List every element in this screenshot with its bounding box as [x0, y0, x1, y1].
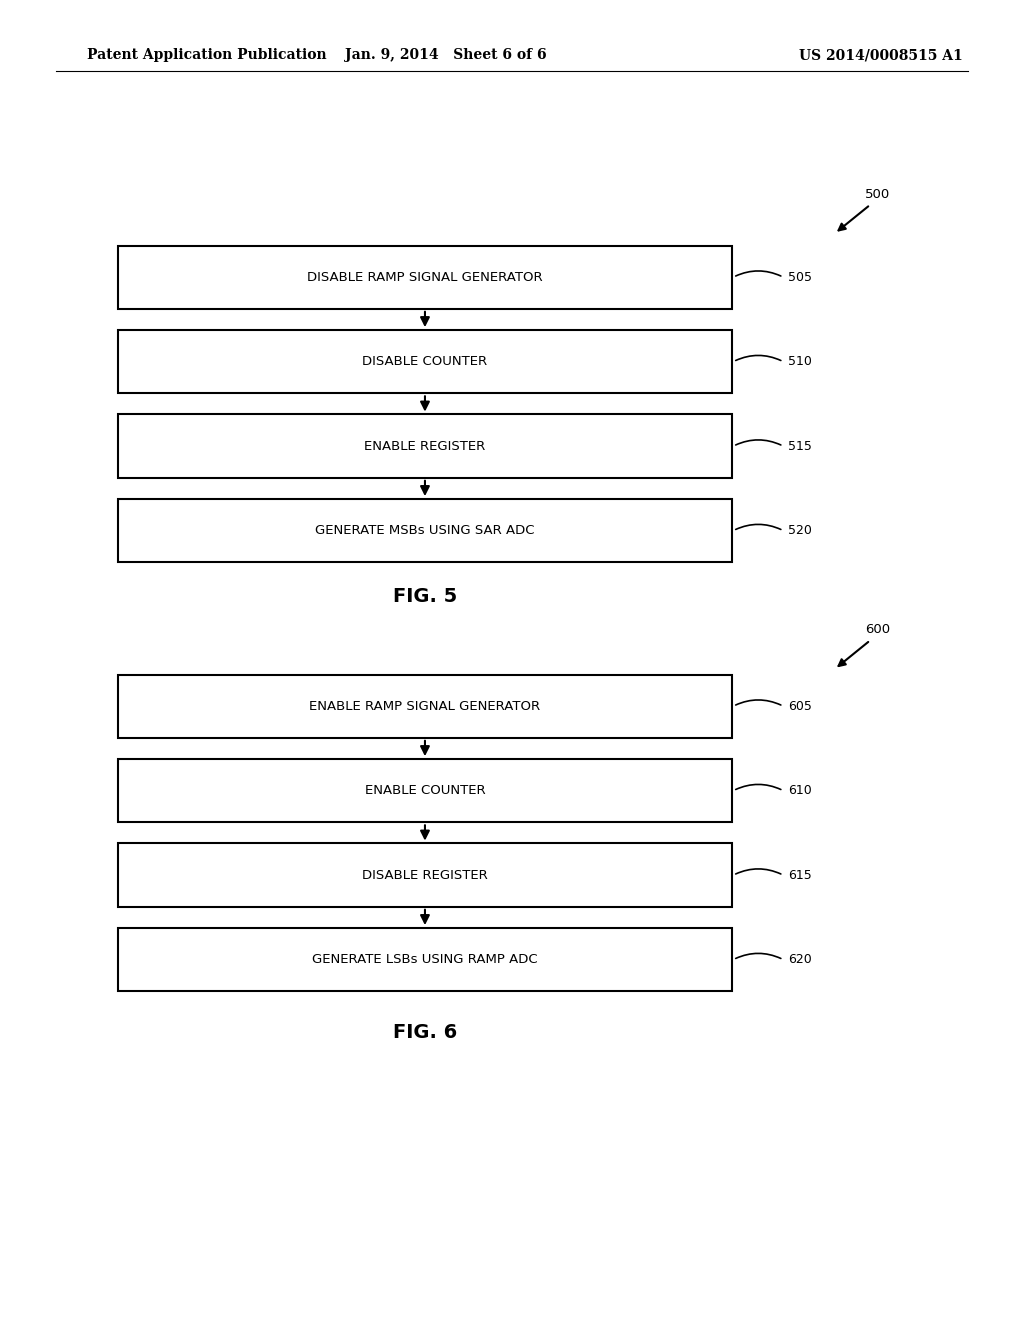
- Text: 600: 600: [865, 623, 891, 636]
- Bar: [118, 414, 732, 478]
- Text: DISABLE RAMP SIGNAL GENERATOR: DISABLE RAMP SIGNAL GENERATOR: [307, 271, 543, 284]
- Text: 505: 505: [788, 271, 812, 284]
- Text: 620: 620: [788, 953, 812, 966]
- Text: 615: 615: [788, 869, 812, 882]
- Text: ENABLE REGISTER: ENABLE REGISTER: [365, 440, 485, 453]
- Text: GENERATE LSBs USING RAMP ADC: GENERATE LSBs USING RAMP ADC: [312, 953, 538, 966]
- Text: 515: 515: [788, 440, 812, 453]
- Text: DISABLE REGISTER: DISABLE REGISTER: [362, 869, 487, 882]
- Text: 500: 500: [865, 187, 891, 201]
- Text: FIG. 6: FIG. 6: [393, 1023, 457, 1041]
- Text: ENABLE RAMP SIGNAL GENERATOR: ENABLE RAMP SIGNAL GENERATOR: [309, 700, 541, 713]
- Text: Patent Application Publication: Patent Application Publication: [87, 49, 327, 62]
- Text: DISABLE COUNTER: DISABLE COUNTER: [362, 355, 487, 368]
- Text: US 2014/0008515 A1: US 2014/0008515 A1: [799, 49, 963, 62]
- Text: FIG. 5: FIG. 5: [393, 587, 457, 606]
- Bar: [118, 843, 732, 907]
- Text: ENABLE COUNTER: ENABLE COUNTER: [365, 784, 485, 797]
- Bar: [118, 675, 732, 738]
- Text: 605: 605: [788, 700, 812, 713]
- Bar: [118, 928, 732, 991]
- Text: GENERATE MSBs USING SAR ADC: GENERATE MSBs USING SAR ADC: [315, 524, 535, 537]
- Text: 610: 610: [788, 784, 812, 797]
- Text: 510: 510: [788, 355, 812, 368]
- Text: 520: 520: [788, 524, 812, 537]
- Bar: [118, 499, 732, 562]
- Bar: [118, 246, 732, 309]
- Bar: [118, 330, 732, 393]
- Text: Jan. 9, 2014   Sheet 6 of 6: Jan. 9, 2014 Sheet 6 of 6: [345, 49, 546, 62]
- Bar: [118, 759, 732, 822]
